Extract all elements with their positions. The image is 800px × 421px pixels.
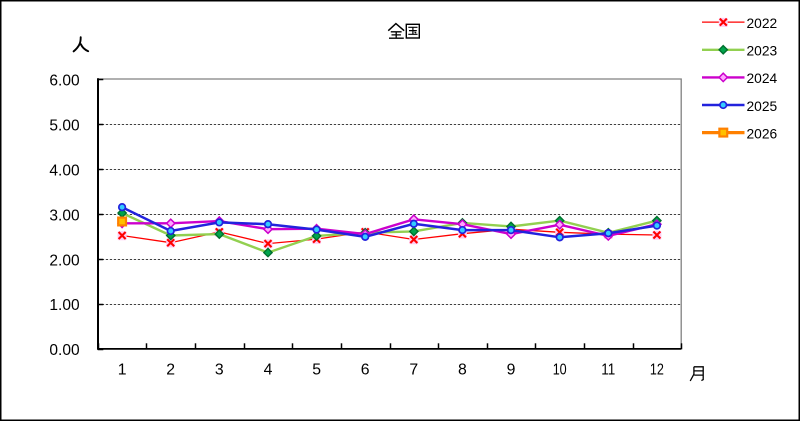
svg-text:2.00: 2.00 — [49, 252, 79, 269]
svg-text:1.00: 1.00 — [49, 297, 79, 314]
svg-text:9: 9 — [507, 361, 516, 378]
svg-text:2025: 2025 — [747, 99, 778, 114]
svg-text:3: 3 — [215, 361, 224, 378]
svg-text:6: 6 — [361, 361, 370, 378]
svg-text:2023: 2023 — [747, 44, 778, 59]
svg-text:0.00: 0.00 — [49, 342, 79, 359]
svg-text:8: 8 — [458, 361, 467, 378]
svg-text:1: 1 — [118, 361, 127, 378]
svg-text:12: 12 — [650, 361, 664, 378]
svg-text:4.00: 4.00 — [49, 162, 79, 179]
svg-text:5.00: 5.00 — [49, 117, 79, 134]
svg-text:2022: 2022 — [747, 16, 778, 31]
svg-text:3.00: 3.00 — [49, 207, 79, 224]
svg-text:2024: 2024 — [747, 71, 778, 86]
svg-text:6.00: 6.00 — [49, 72, 79, 89]
svg-text:5: 5 — [312, 361, 321, 378]
svg-text:2: 2 — [166, 361, 175, 378]
svg-text:10: 10 — [553, 361, 567, 378]
svg-text:11: 11 — [601, 361, 615, 378]
svg-text:7: 7 — [409, 361, 418, 378]
svg-text:2026: 2026 — [747, 126, 778, 141]
svg-text:4: 4 — [264, 361, 273, 378]
